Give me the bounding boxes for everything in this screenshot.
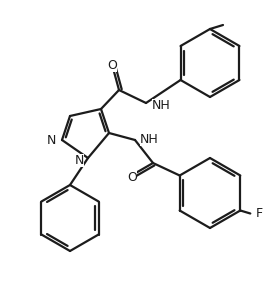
Text: F: F [255, 207, 262, 220]
Text: N: N [47, 133, 56, 147]
Text: NH: NH [140, 133, 159, 145]
Text: O: O [127, 170, 137, 183]
Text: N: N [75, 153, 84, 166]
Text: NH: NH [152, 99, 171, 112]
Text: O: O [107, 59, 117, 72]
